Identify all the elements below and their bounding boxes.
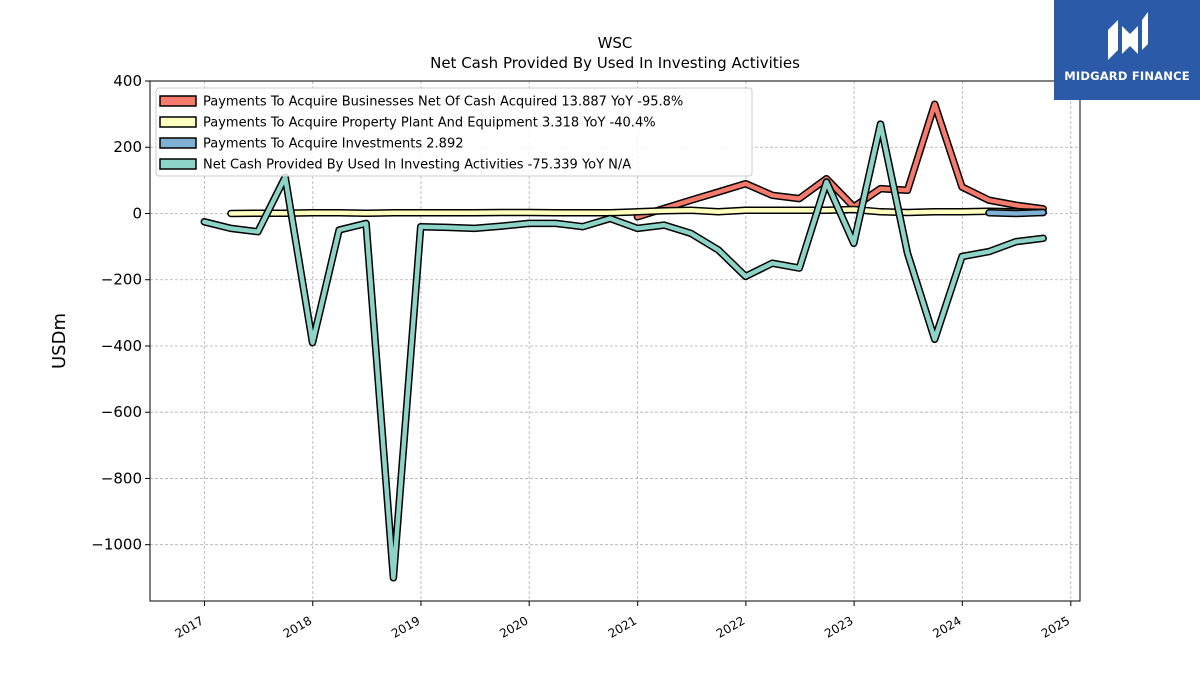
brand-name: MIDGARD FINANCE <box>1064 69 1190 83</box>
y-tick-label: −600 <box>101 403 142 421</box>
series-line-outline <box>200 120 1047 582</box>
y-tick-label: 0 <box>132 204 142 222</box>
chart-subtitle: Net Cash Provided By Used In Investing A… <box>430 54 800 72</box>
series-3 <box>200 120 1047 582</box>
legend: Payments To Acquire Businesses Net Of Ca… <box>155 87 753 177</box>
y-tick-label: −1000 <box>91 536 142 554</box>
legend-entry: Payments To Acquire Businesses Net Of Ca… <box>203 95 683 110</box>
y-tick-label: 200 <box>113 138 142 156</box>
x-tick-label: 2017 <box>173 613 206 640</box>
legend-swatch <box>159 137 197 149</box>
x-tick-label: 2018 <box>281 613 314 640</box>
x-tick-label: 2024 <box>930 613 963 640</box>
legend-entry: Payments To Acquire Investments 2.892 <box>203 137 464 152</box>
legend-entry: Payments To Acquire Property Plant And E… <box>203 116 656 131</box>
x-tick-label: 2023 <box>822 613 855 640</box>
y-tick-label: −400 <box>101 337 142 355</box>
x-tick-label: 2019 <box>389 613 422 640</box>
series-line <box>228 207 1046 216</box>
plot-frame <box>149 80 1081 602</box>
legend-entry: Net Cash Provided By Used In Investing A… <box>203 158 631 173</box>
series-line <box>986 210 1046 216</box>
legend-swatch <box>159 95 197 107</box>
x-tick-label: 2022 <box>714 613 747 640</box>
legend-swatch <box>159 116 197 128</box>
y-tick-label: −800 <box>101 469 142 487</box>
midgard-logo-icon <box>1108 12 1148 60</box>
x-tick-label: 2020 <box>497 613 530 640</box>
series-2 <box>985 208 1047 218</box>
chart-title: WSC <box>598 34 633 52</box>
x-tick-label: 2021 <box>606 613 639 640</box>
series-lines <box>200 100 1047 582</box>
x-tick-label: 2025 <box>1039 613 1072 640</box>
series-1 <box>227 205 1047 218</box>
legend-box <box>155 87 753 177</box>
y-tick-label: 400 <box>113 72 142 90</box>
series-line <box>635 101 1046 220</box>
y-axis-label: USDm <box>49 313 70 369</box>
brand-logo: MIDGARD FINANCE <box>1054 0 1200 100</box>
legend-swatch <box>159 158 197 170</box>
series-line <box>202 121 1046 581</box>
series-0 <box>633 100 1047 221</box>
y-tick-label: −200 <box>101 271 142 289</box>
